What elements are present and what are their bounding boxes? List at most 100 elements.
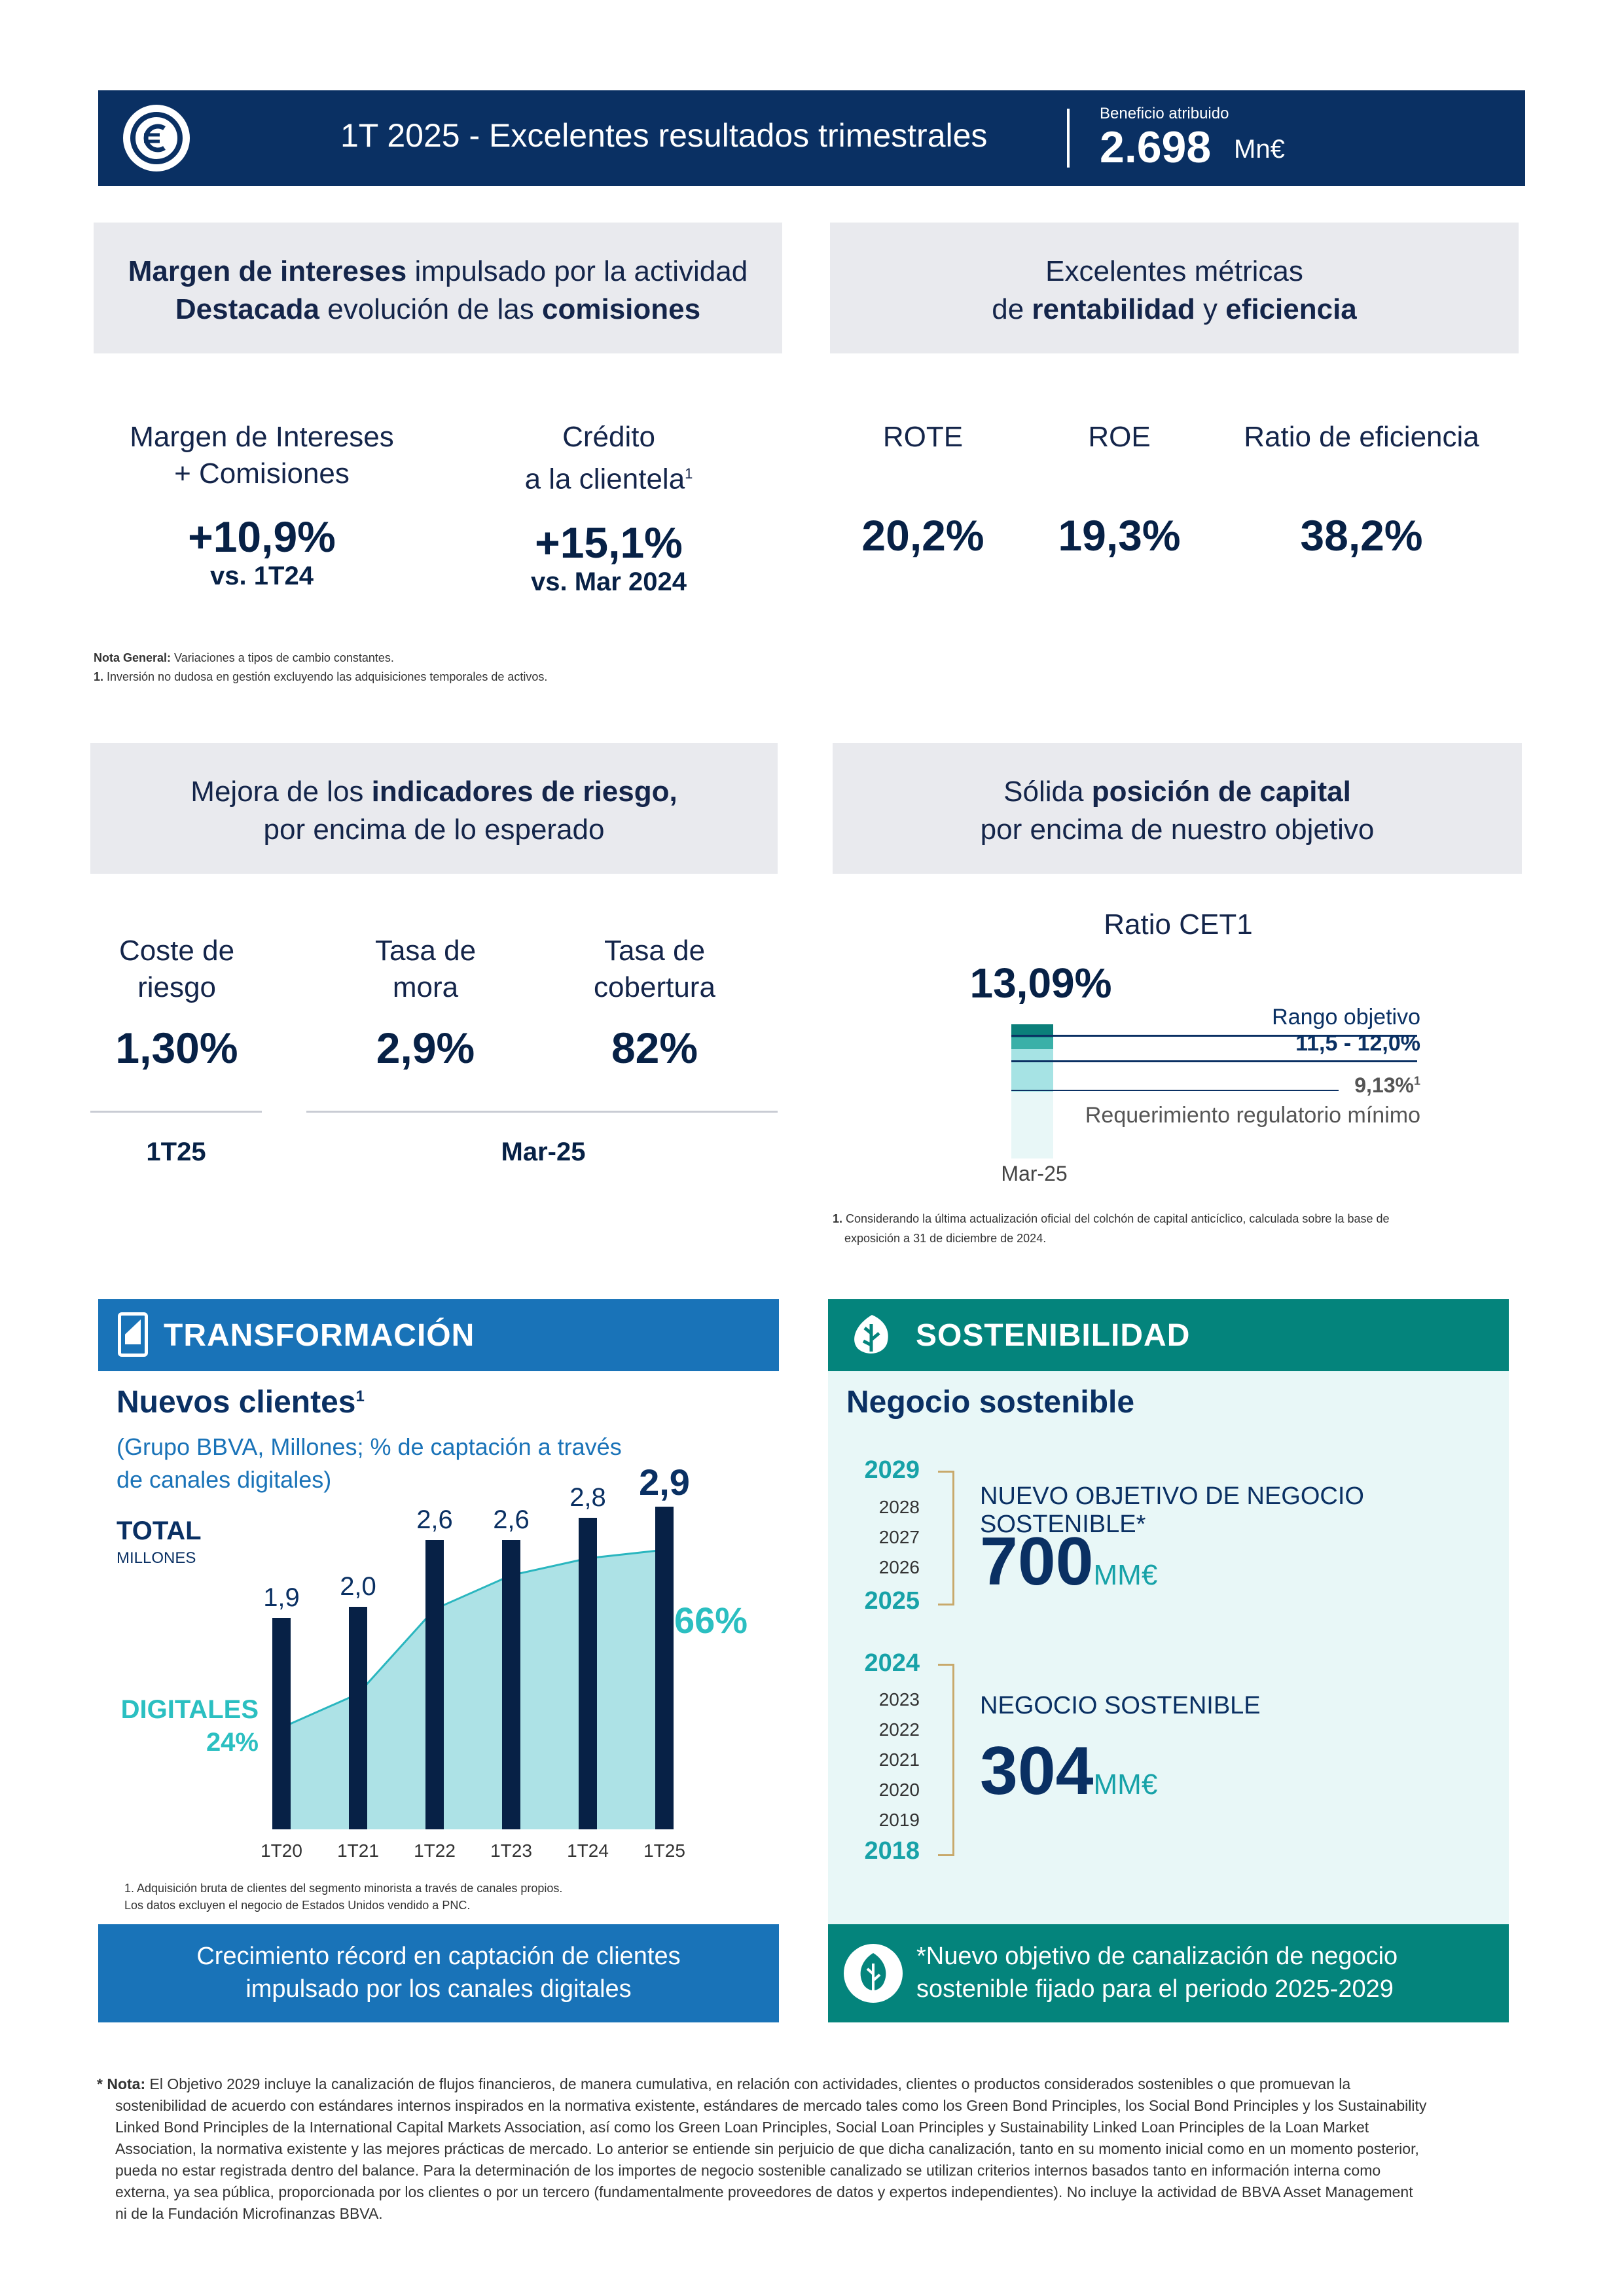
- category-label: 1T22: [414, 1840, 456, 1861]
- range-value: 11,5 - 12,0%: [1295, 1031, 1420, 1056]
- box4-c: por encima de nuestro objetivo: [980, 814, 1375, 846]
- bar-value-label: 2,8: [569, 1483, 606, 1512]
- box2-d: y: [1195, 293, 1226, 325]
- year-2027: 2027: [878, 1527, 920, 1547]
- cet1-note-2: exposición a 31 de diciembre de 2024.: [844, 1232, 1047, 1245]
- category-label: 1T20: [261, 1840, 302, 1861]
- risk-cost: Coste de riesgo 1,30%: [92, 933, 262, 1073]
- risk-value: 1,30%: [115, 1024, 238, 1072]
- sustainable-business-title: Negocio sostenible: [846, 1385, 1135, 1420]
- risk-box: Mejora de los indicadores de riesgo, por…: [90, 743, 778, 874]
- subtitle-text: Nuevos clientes: [117, 1385, 356, 1420]
- box1-a: Margen de intereses: [128, 255, 407, 287]
- transformation-header: TRANSFORMACIÓN: [98, 1299, 779, 1371]
- obj-unit: MM€: [1093, 1559, 1158, 1591]
- subtitle-sup: 1: [355, 1388, 365, 1405]
- header-title: 1T 2025 - Excelentes resultados trimestr…: [340, 117, 988, 154]
- business-label: NEGOCIO SOSTENIBLE: [980, 1692, 1261, 1719]
- bar-1T22: [425, 1540, 444, 1829]
- trans-note-1: 1. Adquisición bruta de clientes del seg…: [124, 1882, 563, 1895]
- chart-desc-2: de canales digitales): [117, 1466, 332, 1493]
- cet1-bar-top: [1011, 1024, 1053, 1037]
- risk-label-1: Tasa de: [604, 935, 706, 967]
- roe-label: ROE: [1088, 421, 1151, 453]
- box4-a: Sólida: [1003, 776, 1092, 808]
- metric-sup: 1: [685, 465, 693, 482]
- divider-1t25: [90, 1111, 262, 1113]
- period-1t25: 1T25: [146, 1138, 206, 1166]
- cet1-title: Ratio CET1: [1104, 908, 1253, 941]
- transformation-footer: Crecimiento récord en captación de clien…: [98, 1924, 779, 2022]
- metric-value: +15,1%: [535, 518, 683, 567]
- sustainability-header: SOSTENIBILIDAD: [828, 1299, 1509, 1371]
- box1-d: evolución de las: [319, 293, 543, 325]
- box2-c: rentabilidad: [1032, 293, 1195, 325]
- cet1-bar-buffer: [1011, 1047, 1053, 1092]
- bar-1T24: [579, 1518, 597, 1829]
- bracket-top: [938, 1471, 954, 1605]
- digital-start: 24%: [206, 1728, 259, 1757]
- metric-credit: Crédito a la clientela1 +15,1% vs. Mar 2…: [445, 419, 772, 597]
- metric-label-1: Crédito: [562, 421, 655, 453]
- bar-value-label: 2,6: [416, 1505, 453, 1534]
- cet1-note: 1. Considerando la última actualización …: [833, 1212, 1390, 1226]
- neg-num: 304: [980, 1733, 1094, 1809]
- bottom-note-line-1: sostenibilidad de acuerdo con estándares…: [115, 2097, 1427, 2114]
- bar-1T23: [502, 1540, 520, 1829]
- metric-margin: Margen de Intereses + Comisiones +10,9% …: [98, 419, 425, 591]
- box2-a: Excelentes métricas: [1045, 255, 1303, 287]
- metric-sub: vs. 1T24: [210, 562, 314, 590]
- metric-label-1: Margen de Intereses: [130, 421, 394, 453]
- category-label: 1T23: [490, 1840, 532, 1861]
- digital-share-line: [281, 1549, 665, 1729]
- box3-c: por encima de lo esperado: [263, 814, 605, 846]
- chart-desc-1: (Grupo BBVA, Millones; % de captación a …: [117, 1433, 622, 1460]
- rote-value: 20,2%: [861, 511, 984, 560]
- footnote-1: 1. Inversión no dudosa en gestión excluy…: [94, 670, 547, 684]
- req-line: [1011, 1090, 1339, 1091]
- cet1-value: 13,09%: [969, 960, 1112, 1007]
- bottom-note-line-6: ni de la Fundación Microfinanzas BBVA.: [115, 2205, 383, 2222]
- category-label: 1T24: [567, 1840, 609, 1861]
- objective-value: 700MM€: [980, 1523, 1157, 1601]
- risk-value: 2,9%: [376, 1024, 475, 1072]
- trans-footer-1: Crecimiento récord en captación de clien…: [196, 1943, 681, 1970]
- note-text: Inversión no dudosa en gestión excluyend…: [103, 670, 548, 683]
- req-value-wrap: 9,13%1: [1335, 1073, 1420, 1098]
- year-2028: 2028: [878, 1497, 920, 1517]
- category-label: 1T21: [337, 1840, 379, 1861]
- npl-ratio: Tasa de mora 2,9%: [340, 933, 511, 1073]
- interest-margin-box: Margen de intereses impulsado por la act…: [94, 223, 782, 353]
- divider-mar25: [306, 1111, 778, 1113]
- box3-a: Mejora de los: [190, 776, 372, 808]
- metric-value: +10,9%: [188, 512, 336, 561]
- leaf-icon: [848, 1311, 896, 1363]
- bar-value-label: 2,0: [340, 1572, 376, 1601]
- trans-note-2: Los datos excluyen el negocio de Estados…: [124, 1899, 471, 1912]
- risk-label-2: riesgo: [137, 971, 216, 1003]
- digital-share-area: [281, 1549, 664, 1829]
- total-unit: MILLONES: [117, 1549, 196, 1567]
- req-value: 9,13%: [1354, 1073, 1414, 1097]
- note-bold: 1.: [833, 1212, 843, 1225]
- year-2025: 2025: [864, 1587, 920, 1615]
- profit-label: Beneficio atribuido: [1100, 105, 1229, 122]
- risk-value: 82%: [611, 1024, 698, 1072]
- note-star: *: [97, 2075, 103, 2092]
- metric-sub: vs. Mar 2024: [531, 567, 687, 596]
- bottom-note-line-0: * Nota: El Objetivo 2029 incluye la cana…: [97, 2073, 1524, 2095]
- box3-b: indicadores de riesgo,: [371, 776, 677, 808]
- transformation-title: TRANSFORMACIÓN: [164, 1318, 475, 1353]
- mobile-icon: [118, 1312, 148, 1357]
- bar-value-label: 2,9: [639, 1462, 690, 1503]
- coverage-ratio: Tasa de cobertura 82%: [569, 933, 740, 1073]
- note-text: Considerando la última actualización ofi…: [842, 1212, 1390, 1225]
- profitability-box: Excelentes métricas de rentabilidad y ef…: [830, 223, 1519, 353]
- category-label: 1T25: [643, 1840, 685, 1861]
- profit-unit: Mn€: [1234, 135, 1285, 164]
- bottom-note-line-3: Association, la normativa existente y la…: [115, 2140, 1419, 2157]
- note-text: Variaciones a tipos de cambio constantes…: [171, 651, 394, 664]
- period-mar25: Mar-25: [501, 1138, 586, 1166]
- header-divider: [1067, 109, 1070, 168]
- rote-label: ROTE: [882, 421, 964, 453]
